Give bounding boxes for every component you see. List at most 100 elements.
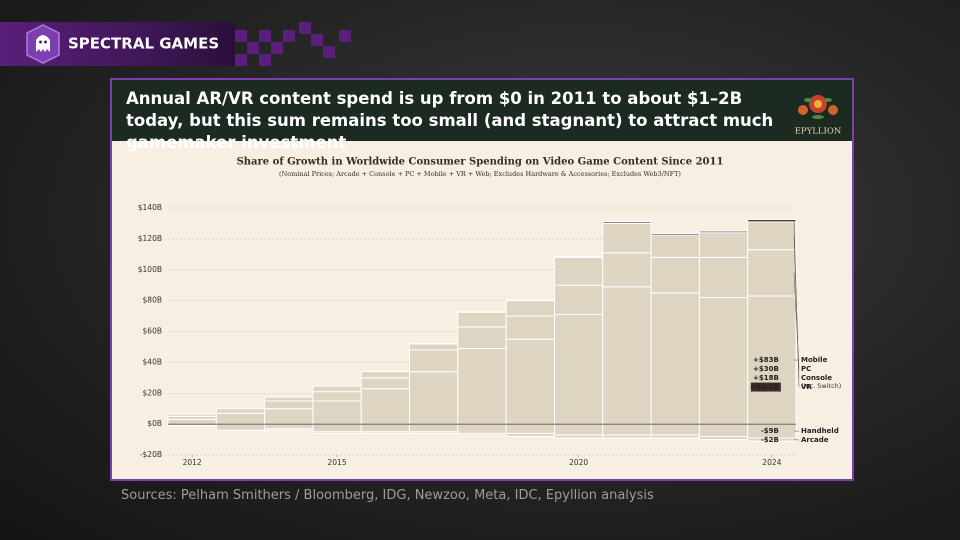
bar-segment [650,234,700,258]
bar-segment [698,297,749,425]
data-label: +$18B [753,374,779,382]
bar-segment [698,423,749,437]
bar-segment [553,256,604,286]
series-label: PC [801,365,811,373]
bar-segment [698,232,749,258]
bar-segment [650,434,700,439]
bar-segment [457,311,507,328]
bar-segment [312,423,362,433]
series-label: Console [801,374,832,382]
bar-segment [167,413,217,417]
chart-subtitle: (Nominal Prices; Arcade + Console + PC +… [279,170,681,178]
bar-segment [602,434,652,439]
series-label: Handheld [801,427,839,435]
x-tick-label: 2012 [183,458,202,467]
y-tick-label: $100B [138,265,162,274]
bar-segment [505,423,555,434]
bar-segment [264,408,314,425]
bar-segment [312,385,362,393]
bar-segment [312,400,362,425]
bar-segment [505,299,555,302]
bar-segment [602,286,652,425]
brand-name: SPECTRAL GAMES [68,35,219,53]
bar-segment [409,343,459,351]
bar-segment [553,284,604,316]
data-label: -$9B [761,427,779,435]
bar-segment [409,431,459,434]
y-tick-label: $40B [143,357,162,366]
bar-segment [360,431,411,434]
bar-segment [650,256,700,294]
pixel-decoration [235,22,351,66]
bar-segment [457,347,507,425]
bar-segment [264,428,314,431]
bar-segment [602,221,652,224]
leader [793,220,800,388]
bar-segment [457,432,507,436]
bar-segment [360,388,411,425]
bar-segment [747,221,797,251]
y-tick-label: -$20B [140,450,162,459]
bar-segment [167,418,217,425]
y-tick-label: $140B [138,203,162,212]
x-tick-label: 2024 [762,458,781,467]
chart-title: Share of Growth in Worldwide Consumer Sp… [237,157,724,168]
bar-segment [360,423,411,433]
bar-segment [698,256,749,299]
data-label: +$83B [753,356,779,364]
series-label: VR [801,383,812,391]
bar-segment [650,423,700,436]
bar-segment [312,391,362,402]
bar-segment [360,371,411,379]
data-label: -$2B [761,436,779,444]
bar-segment [747,295,797,425]
logo-text: EPYLLION [795,127,842,137]
bar-segment [698,230,749,234]
y-tick-label: $80B [143,296,162,305]
bar-segment [698,435,749,441]
data-label: +$1-2B [750,383,779,391]
bar-segment [215,429,266,433]
bar-segment [264,396,314,402]
bar-segment [553,423,604,436]
y-tick-label: $20B [143,388,162,397]
x-tick-label: 2020 [569,458,588,467]
series-note: (Inc. Switch) [801,382,841,390]
sources: Sources: Pelham Smithers / Bloomberg, ID… [121,488,654,503]
bar-segment [650,292,700,425]
bar-segment [602,222,652,254]
series-label: Mobile [801,356,828,364]
bar-segment [264,400,314,410]
y-tick-label: $120B [138,234,162,243]
bar-segment [409,423,459,433]
series-label: Arcade [801,436,829,444]
y-tick-label: $60B [143,327,162,336]
data-label: +$30B [753,365,779,373]
bar-segment [505,432,555,437]
bar-segment [553,314,604,425]
bar-segment [747,249,797,297]
y-tick-label: $0B [147,419,162,428]
bar-segment [457,326,507,349]
bar-segment [650,232,700,236]
bar-segment [215,406,266,410]
bar-segment [360,377,411,390]
bar-segment [312,431,362,434]
bar-segment [215,412,266,425]
leader [793,439,800,441]
bar-segment [215,423,266,431]
data-label-bg [750,382,781,392]
bar-segment [505,338,555,425]
bar-segment [457,423,507,434]
bar-segment [602,252,652,288]
bar-segment [409,371,459,425]
headline-band [112,80,852,141]
bar-segment [505,315,555,340]
headline: Annual AR/VR content spend is up from $0… [126,89,774,152]
bar-segment [215,408,266,414]
bar-segment [505,300,555,317]
bar-segment [553,434,604,439]
bar-segment [409,349,459,373]
logo-art [798,95,838,119]
